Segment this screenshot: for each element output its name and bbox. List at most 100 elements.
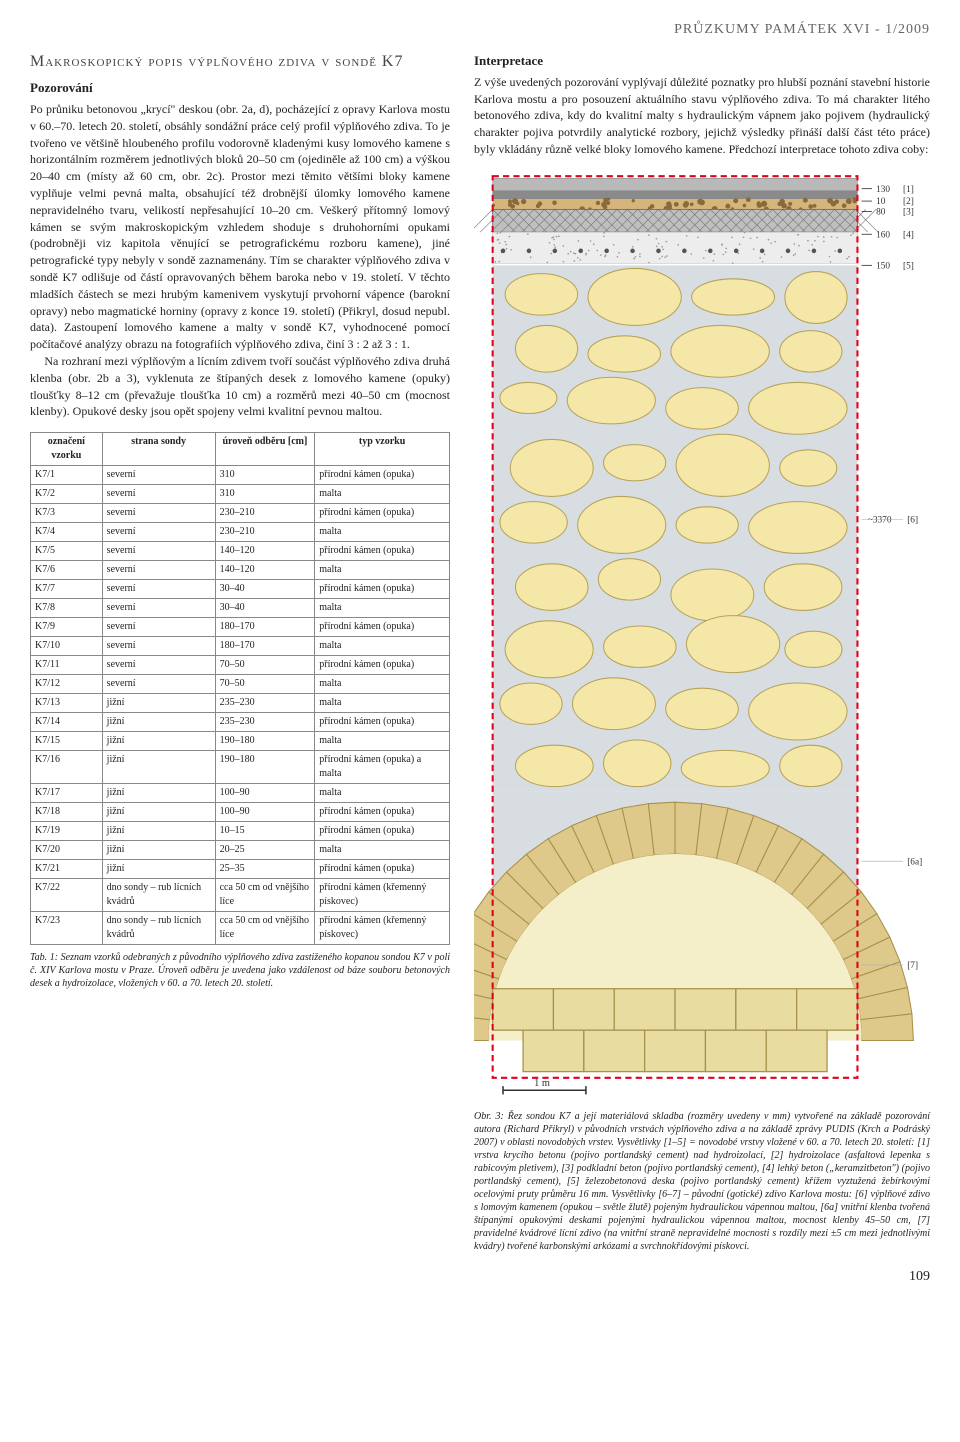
table-cell: přírodní kámen (opuka) (315, 860, 450, 879)
table-cell: severní (102, 542, 215, 561)
body-text-left: Po průniku betonovou „krycí" deskou (obr… (30, 101, 450, 420)
table-cell: K7/6 (31, 561, 103, 580)
table-row: K7/18jižní100–90přírodní kámen (opuka) (31, 803, 450, 822)
table-cell: jižní (102, 841, 215, 860)
table-cell: přírodní kámen (opuka) (315, 504, 450, 523)
svg-text:[1]: [1] (903, 185, 914, 195)
table-cell: přírodní kámen (opuka) (315, 656, 450, 675)
table-cell: 310 (215, 466, 315, 485)
table-cell: severní (102, 637, 215, 656)
table-cell: K7/7 (31, 580, 103, 599)
table-row: K7/21jižní25–35přírodní kámen (opuka) (31, 860, 450, 879)
svg-text:[6]: [6] (907, 515, 918, 525)
svg-text:80: 80 (876, 207, 886, 217)
left-column: Makroskopický popis výplňového zdiva v s… (30, 52, 450, 1254)
table-row: K7/10severní180–170malta (31, 637, 450, 656)
table-cell: 230–210 (215, 523, 315, 542)
figure-3: 130[1]10[2]80[3]160[4]150[5]~3370[6][6a]… (474, 170, 930, 1254)
table-cell: 180–170 (215, 637, 315, 656)
body-text-right: Z výše uvedených pozorování vyplývají dů… (474, 74, 930, 158)
table-cell: 100–90 (215, 784, 315, 803)
table-cell: severní (102, 504, 215, 523)
table-cell: malta (315, 637, 450, 656)
table-row: K7/23dno sondy – rub lícních kvádrůcca 5… (31, 912, 450, 945)
svg-text:~3370: ~3370 (868, 515, 892, 525)
table-row: K7/9severní180–170přírodní kámen (opuka) (31, 618, 450, 637)
table-cell: K7/8 (31, 599, 103, 618)
table-cell: severní (102, 580, 215, 599)
table-row: K7/17jižní100–90malta (31, 784, 450, 803)
table-row: K7/8severní30–40malta (31, 599, 450, 618)
col-2: úroveň odběru [cm] (215, 433, 315, 466)
table-cell: cca 50 cm od vnějšího líce (215, 879, 315, 912)
table-cell: malta (315, 523, 450, 542)
table-cell: přírodní kámen (opuka) (315, 803, 450, 822)
table-cell: K7/16 (31, 751, 103, 784)
table-row: K7/12severní70–50malta (31, 675, 450, 694)
svg-text:[7]: [7] (907, 961, 918, 971)
svg-text:[4]: [4] (903, 230, 914, 240)
table-row: K7/19jižní10–15přírodní kámen (opuka) (31, 822, 450, 841)
para-right: Z výše uvedených pozorování vyplývají dů… (474, 74, 930, 158)
table-cell: K7/3 (31, 504, 103, 523)
table-cell: 310 (215, 485, 315, 504)
table-row: K7/22dno sondy – rub lícních kvádrůcca 5… (31, 879, 450, 912)
table-cell: malta (315, 485, 450, 504)
svg-text:[6a]: [6a] (907, 857, 922, 867)
table-cell: jižní (102, 751, 215, 784)
table-cell: malta (315, 732, 450, 751)
samples-table: označení vzorku strana sondy úroveň odbě… (30, 432, 450, 945)
table-cell: severní (102, 561, 215, 580)
table-cell: 140–120 (215, 542, 315, 561)
table-cell: 180–170 (215, 618, 315, 637)
table-cell: K7/22 (31, 879, 103, 912)
table-cell: 10–15 (215, 822, 315, 841)
table-row: K7/4severní230–210malta (31, 523, 450, 542)
table-cell: 140–120 (215, 561, 315, 580)
table-cell: K7/5 (31, 542, 103, 561)
table-cell: K7/13 (31, 694, 103, 713)
table-cell: přírodní kámen (opuka) a malta (315, 751, 450, 784)
svg-text:[5]: [5] (903, 261, 914, 271)
table-cell: severní (102, 618, 215, 637)
table-cell: dno sondy – rub lícních kvádrů (102, 912, 215, 945)
subsection-interpretace: Interpretace (474, 52, 930, 70)
table-cell: jižní (102, 694, 215, 713)
table-cell: severní (102, 599, 215, 618)
right-column: Interpretace Z výše uvedených pozorování… (474, 52, 930, 1254)
table-row: K7/1severní310přírodní kámen (opuka) (31, 466, 450, 485)
col-1: strana sondy (102, 433, 215, 466)
table-cell: 190–180 (215, 751, 315, 784)
table-row: K7/3severní230–210přírodní kámen (opuka) (31, 504, 450, 523)
svg-text:10: 10 (876, 197, 886, 207)
table-cell: malta (315, 784, 450, 803)
table-cell: severní (102, 466, 215, 485)
table-cell: 25–35 (215, 860, 315, 879)
table-header-row: označení vzorku strana sondy úroveň odbě… (31, 433, 450, 466)
table-cell: K7/23 (31, 912, 103, 945)
table-cell: přírodní kámen (opuka) (315, 466, 450, 485)
table-cell: přírodní kámen (křemenný pískovec) (315, 879, 450, 912)
table-cell: 20–25 (215, 841, 315, 860)
table-cell: K7/18 (31, 803, 103, 822)
table-cell: K7/10 (31, 637, 103, 656)
table-cell: malta (315, 694, 450, 713)
para-2: Na rozhraní mezi výplňovým a lícním zdiv… (30, 353, 450, 420)
table-row: K7/11severní70–50přírodní kámen (opuka) (31, 656, 450, 675)
table-cell: přírodní kámen (opuka) (315, 822, 450, 841)
table-cell: jižní (102, 732, 215, 751)
table-cell: cca 50 cm od vnějšího líce (215, 912, 315, 945)
table-row: K7/6severní140–120malta (31, 561, 450, 580)
table-cell: 190–180 (215, 732, 315, 751)
table-cell: dno sondy – rub lícních kvádrů (102, 879, 215, 912)
table-cell: K7/2 (31, 485, 103, 504)
table-cell: 70–50 (215, 675, 315, 694)
table-cell: 235–230 (215, 713, 315, 732)
figure-svg: 130[1]10[2]80[3]160[4]150[5]~3370[6][6a]… (474, 170, 930, 1103)
table-cell: K7/4 (31, 523, 103, 542)
table-cell: přírodní kámen (křemenný pískovec) (315, 912, 450, 945)
table-cell: malta (315, 599, 450, 618)
table-row: K7/7severní30–40přírodní kámen (opuka) (31, 580, 450, 599)
svg-text:150: 150 (876, 261, 890, 271)
svg-text:[3]: [3] (903, 207, 914, 217)
